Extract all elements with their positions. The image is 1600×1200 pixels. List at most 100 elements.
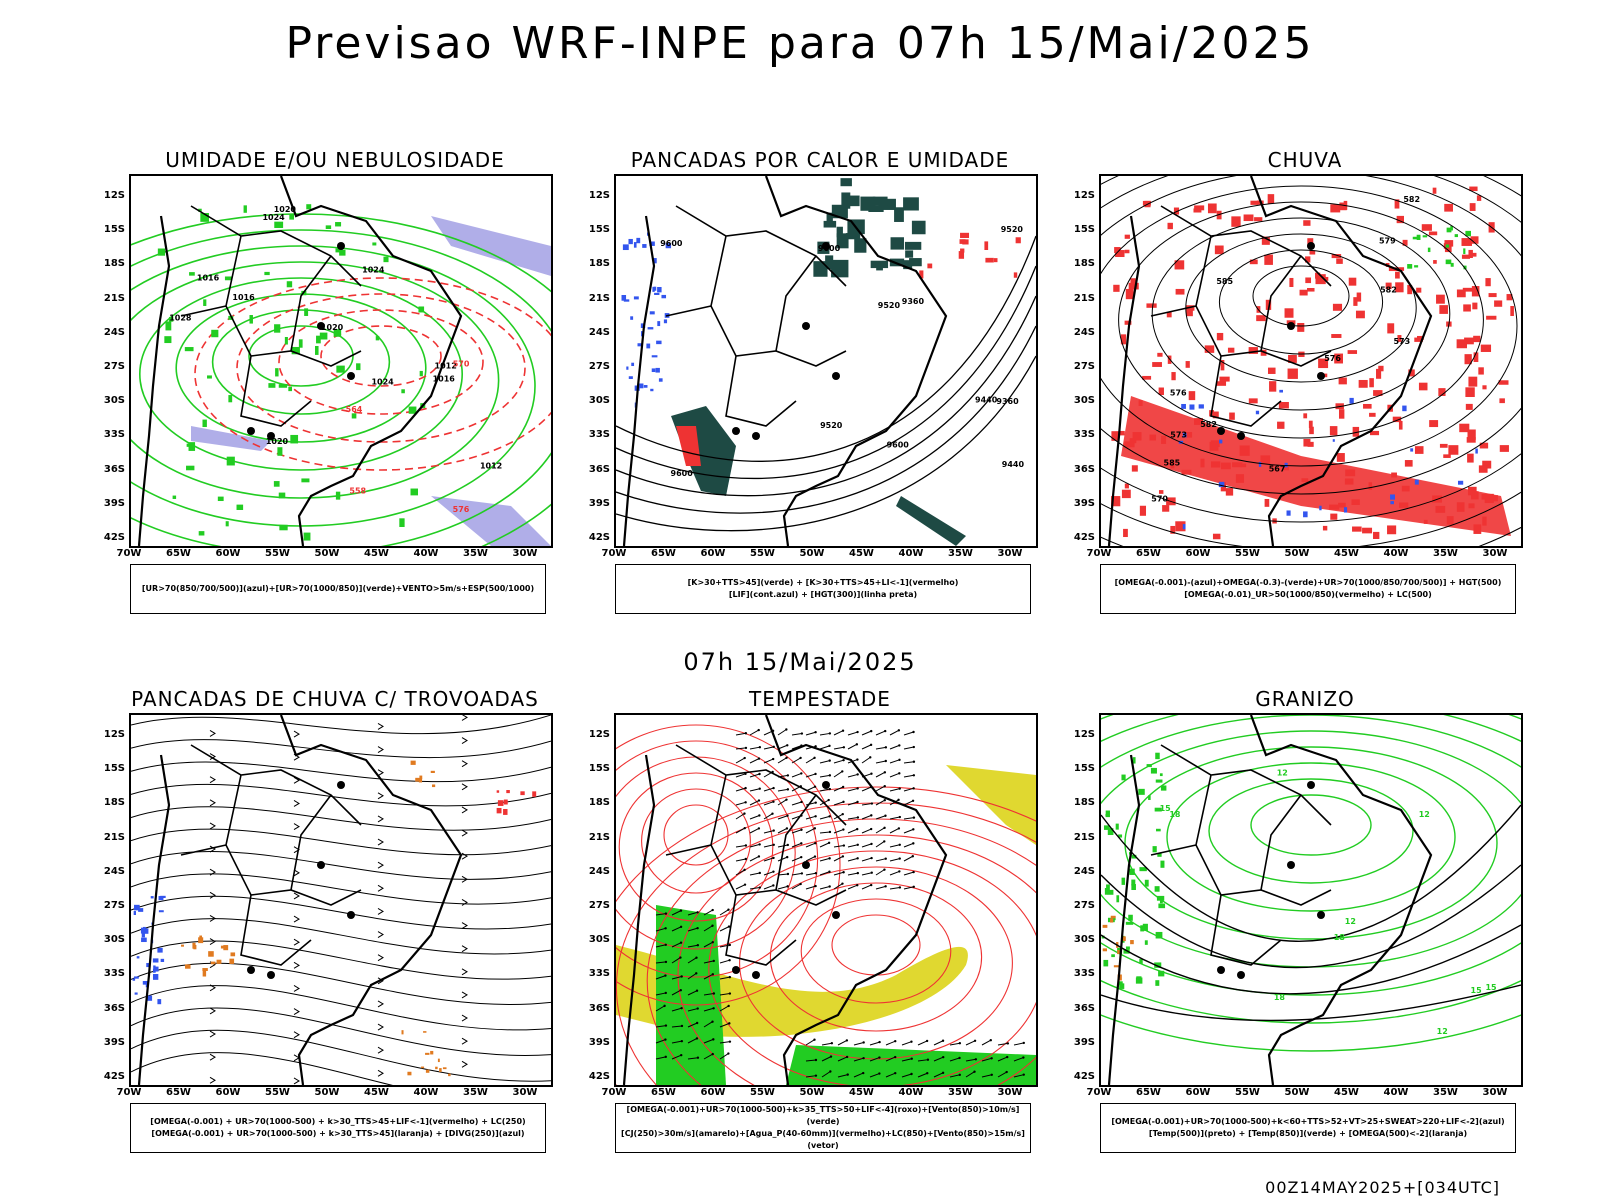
contour-value-label: 9520 (878, 301, 901, 310)
contour-value-label: 1024 (362, 266, 385, 275)
longitude-label: 40W (898, 548, 924, 559)
contour-value-label: 576 (1324, 354, 1341, 363)
contour-value-label: 585 (1216, 277, 1233, 286)
contour-value-label: 1024 (371, 378, 394, 387)
contour-value-label: 1012 (480, 462, 502, 471)
longitude-label: 45W (849, 548, 874, 559)
latitude-label: 24S (1073, 326, 1095, 338)
weather-map: 582 585 582 579 576 573 570 567 585 582 576 573 (1101, 176, 1521, 546)
latitude-label: 18S (103, 797, 125, 809)
longitude-label: 55W (1235, 1087, 1260, 1098)
latitude-label: 42S (103, 1071, 125, 1082)
latitude-label: 15S (103, 763, 125, 775)
longitude-label: 30W (1482, 1087, 1508, 1098)
contour-value-label: 1012 (435, 361, 457, 370)
contour-value-label: 15 (1160, 804, 1172, 813)
latitude-label: 24S (588, 865, 610, 877)
latitude-label: 18S (1073, 797, 1095, 809)
longitude-label: 50W (1284, 548, 1310, 559)
longitude-label: 45W (364, 548, 389, 559)
map-panel: TEMPESTADE 12S 15S 18S 21S 24S 27S 30S 33S 36S 39S… (580, 687, 1060, 1167)
latitude-label: 15S (1073, 224, 1095, 236)
latitude-label: 30S (103, 395, 125, 407)
legend-box: [K>30+TTS>45](verde) + [K>30+TTS>45+LI<-… (615, 564, 1031, 614)
latitude-label: 30S (1073, 395, 1095, 407)
map-frame (614, 713, 1038, 1087)
contour-value-label: 1020 (274, 205, 297, 214)
latitude-label: 15S (588, 224, 610, 236)
map-panel: GRANIZO 12S 15S 18S 21S 24S 27S 30S 33S 36S 39S 42S… (1065, 687, 1545, 1167)
contour-value-label: 1020 (321, 323, 344, 332)
longitude-label: 70W (601, 548, 627, 559)
latitude-label: 42S (1073, 1071, 1095, 1082)
contour-value-label: 9600 (660, 239, 683, 248)
contour-value-label: 18 (1169, 810, 1181, 819)
longitude-label: 30W (997, 1087, 1023, 1098)
contour-value-label: 9360 (996, 397, 1019, 406)
longitude-label: 40W (413, 548, 439, 559)
latitude-label: 24S (1073, 865, 1095, 877)
contour-value-label: 15 (1471, 986, 1483, 995)
longitude-label: 70W (116, 1087, 142, 1098)
legend-line: [OMEGA(-0.01)_UR>50(1000/850)(vermelho) … (1184, 590, 1432, 599)
weather-map (131, 715, 551, 1085)
map-panel: PANCADAS POR CALOR E UMIDADE 12S 15S 18S 21S… (580, 148, 1060, 628)
longitude-label: 55W (750, 1087, 775, 1098)
latitude-label: 12S (1073, 190, 1095, 201)
contour-value-label: 18 (1274, 993, 1286, 1002)
main-title: Previsao WRF-INPE para 07h 15/Mai/2025 (285, 18, 1315, 69)
latitude-label: 21S (588, 292, 610, 304)
longitude-label: 50W (314, 1087, 340, 1098)
latitude-label: 18S (588, 258, 610, 270)
latitude-label: 15S (1073, 763, 1095, 775)
weather-map (616, 715, 1036, 1085)
contour-value-label: 573 (1170, 431, 1187, 440)
contour-value-label: 570 (1151, 495, 1168, 504)
longitude-label: 55W (1235, 548, 1260, 559)
longitude-label: 70W (116, 548, 142, 559)
latitude-label: 27S (1073, 361, 1095, 372)
contour-value-label: 576 (453, 505, 470, 514)
contour-value-label: 1020 (266, 437, 289, 446)
contour-value-label: 9600 (887, 440, 910, 449)
latitude-label: 39S (1073, 1036, 1095, 1048)
legend-line: [OMEGA(-0.001) + UR>70(1000-500) + k>30_… (151, 1129, 525, 1138)
latitude-label: 36S (1073, 1002, 1095, 1014)
panel-title: GRANIZO (1255, 687, 1355, 711)
longitude-label: 30W (997, 548, 1023, 559)
latitude-label: 27S (588, 361, 610, 372)
contour-value-label: 582 (1200, 420, 1217, 429)
contour-value-label: 1024 (262, 213, 285, 222)
latitude-label: 27S (588, 900, 610, 911)
legend-line: [K>30+TTS>45](verde) + [K>30+TTS>45+LI<-… (687, 578, 959, 587)
latitude-label: 42S (1073, 532, 1095, 543)
latitude-label: 36S (588, 1002, 610, 1014)
latitude-label: 33S (588, 968, 610, 980)
map-panel: UMIDADE E/OU NEBULOSIDADE 12S 15S 18S 21S 24S… (95, 148, 575, 628)
legend-line: [UR>70(850/700/500)](azul)+[UR>70(1000/8… (141, 584, 535, 593)
longitude-label: 60W (215, 548, 241, 559)
latitude-label: 39S (588, 497, 610, 509)
map-panel: CHUVA 12S 15S 18S 21S 24S 27S 30S 33S 36S 39S 42S 70… (1065, 148, 1545, 628)
contour-value-label: 567 (1269, 465, 1286, 474)
valid-time-label: 07h 15/Mai/2025 (683, 648, 917, 676)
latitude-label: 30S (103, 934, 125, 946)
latitude-label: 39S (1073, 497, 1095, 509)
longitude-label: 50W (799, 548, 825, 559)
contour-value-label: 15 (1485, 983, 1497, 992)
contour-value-label: 1016 (232, 293, 255, 302)
legend-line: [LIF](cont.azul) + [HGT(300)](linha pret… (728, 590, 918, 599)
longitude-label: 40W (413, 1087, 439, 1098)
longitude-label: 50W (314, 548, 340, 559)
latitude-label: 30S (588, 395, 610, 407)
panel-title: UMIDADE E/OU NEBULOSIDADE (165, 148, 505, 172)
longitude-label: 55W (265, 548, 290, 559)
legend-line: [CJ(250)>30m/s](amarelo)+[Agua_P(40-60mm… (621, 1129, 1025, 1150)
contour-value-label: 582 (1380, 285, 1397, 294)
contour-value-label: 9360 (902, 297, 925, 306)
run-info: 00Z14MAY2025+[034UTC] (1265, 1178, 1500, 1197)
latitude-label: 12S (103, 190, 125, 201)
longitude-label: 60W (215, 1087, 241, 1098)
latitude-label: 12S (588, 190, 610, 201)
contour-value-label: 9440 (975, 396, 998, 405)
